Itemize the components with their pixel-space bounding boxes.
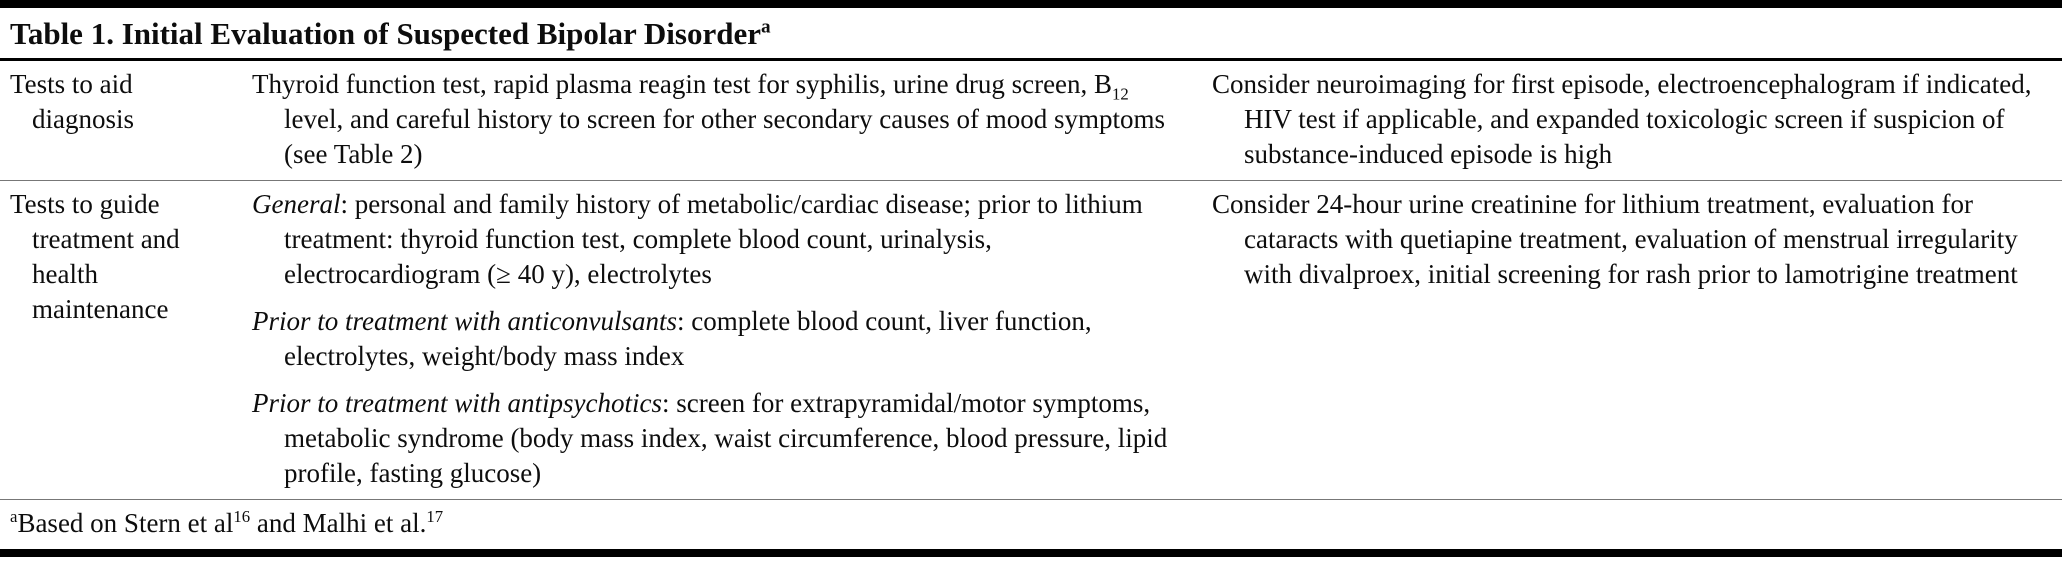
diagnosis-tests-text-pre: Thyroid function test, rapid plasma reag… [252, 69, 1113, 99]
row-label-treatment: Tests to guide treatment and health main… [10, 189, 180, 324]
treatment-anticonvulsants-paragraph: Prior to treatment with anticonvulsants:… [252, 304, 1192, 374]
top-rule [0, 0, 2062, 8]
diagnosis-consider-cell: Consider neuroimaging for first episode,… [1212, 69, 2032, 169]
treatment-antipsychotics-text: : screen for extrapyramidal/motor sympto… [284, 388, 1168, 488]
treatment-antipsychotics-paragraph: Prior to treatment with antipsychotics: … [252, 386, 1192, 491]
row-label-diagnosis: Tests to aid diagnosis [10, 69, 135, 134]
footnote-marker: a [10, 507, 18, 526]
b12-subscript: 12 [1112, 84, 1129, 104]
row-divider-rule [0, 180, 2062, 181]
table-row-treatment: Tests to guide treatment and health main… [0, 181, 2062, 499]
diagnosis-tests-text-post: level, and careful history to screen for… [284, 104, 1165, 169]
treatment-general-paragraph: General: personal and family history of … [252, 187, 1192, 292]
footnote-text-1: Based on Stern et al [17, 508, 234, 538]
treatment-general-lead: General [252, 189, 341, 219]
treatment-antipsychotics-lead: Prior to treatment with antipsychotics [252, 388, 662, 418]
footnote-rule [0, 499, 2062, 500]
table-title-footnote-marker: a [761, 16, 771, 38]
diagnosis-tests-cell: Thyroid function test, rapid plasma reag… [252, 67, 1192, 172]
footnote-reference-16: 16 [233, 507, 251, 526]
treatment-anticonvulsants-text: : complete blood count, liver function, … [284, 306, 1092, 371]
title-rule [0, 58, 2062, 61]
table-row-diagnosis: Tests to aid diagnosis Thyroid function … [0, 61, 2062, 180]
treatment-tests-cell: General: personal and family history of … [252, 187, 1192, 491]
treatment-anticonvulsants-lead: Prior to treatment with anticonvulsants [252, 306, 677, 336]
diagnosis-tests-paragraph: Thyroid function test, rapid plasma reag… [252, 67, 1192, 172]
table-footnote: aBased on Stern et al16 and Malhi et al.… [0, 500, 2062, 549]
treatment-consider-cell: Consider 24-hour urine creatinine for li… [1212, 189, 2018, 289]
footnote-text-2: and Malhi et al. [250, 508, 427, 538]
table-title-text: Table 1. Initial Evaluation of Suspected… [10, 16, 761, 51]
footnote-reference-17: 17 [426, 507, 444, 526]
table-title: Table 1. Initial Evaluation of Suspected… [0, 8, 2062, 58]
treatment-general-text: : personal and family history of metabol… [284, 189, 1143, 289]
bottom-rule [0, 549, 2062, 557]
